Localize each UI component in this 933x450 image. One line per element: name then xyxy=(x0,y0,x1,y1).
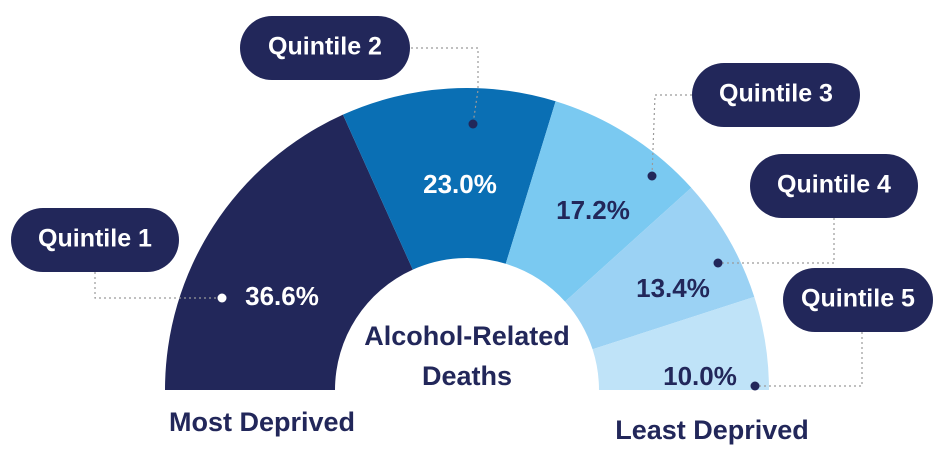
left-label: Most Deprived xyxy=(169,407,355,437)
leader-line xyxy=(94,272,222,299)
leader-dot xyxy=(713,258,723,268)
segment xyxy=(342,88,556,270)
category-pill xyxy=(750,154,918,218)
category-label: Quintile 1 xyxy=(38,225,152,253)
value-label: 23.0% xyxy=(423,169,497,199)
leader-dot xyxy=(217,293,227,303)
segment xyxy=(165,114,413,391)
value-label: 13.4% xyxy=(636,273,710,303)
category-pill xyxy=(783,268,933,332)
segment xyxy=(592,296,769,390)
category-label: Quintile 3 xyxy=(719,80,833,108)
leader-line xyxy=(651,94,692,177)
category-pill xyxy=(11,208,179,272)
center-label: Deaths xyxy=(422,361,512,391)
center-label: Alcohol-Related xyxy=(364,321,570,351)
leader-dot xyxy=(468,119,478,129)
value-label: 17.2% xyxy=(556,195,630,225)
labels: 36.6% Quintile 1 23.0% Quintile 2 17.2% Quint… xyxy=(11,16,933,391)
right-label: Least Deprived xyxy=(615,415,809,445)
category-label: Quintile 2 xyxy=(268,33,382,61)
segments xyxy=(165,88,769,391)
leader-line xyxy=(718,218,835,264)
leaders xyxy=(94,47,863,391)
category-label: Quintile 4 xyxy=(777,171,891,199)
leader-line xyxy=(411,47,479,125)
category-pill xyxy=(240,16,410,80)
leader-line xyxy=(755,332,863,387)
value-label: 36.6% xyxy=(245,281,319,311)
segment xyxy=(565,187,755,350)
category-label: Quintile 5 xyxy=(801,285,915,313)
category-pill xyxy=(692,63,860,127)
leader-dot xyxy=(647,171,657,181)
value-label: 10.0% xyxy=(663,361,737,391)
leader-dot xyxy=(750,381,760,391)
segment xyxy=(505,101,692,302)
